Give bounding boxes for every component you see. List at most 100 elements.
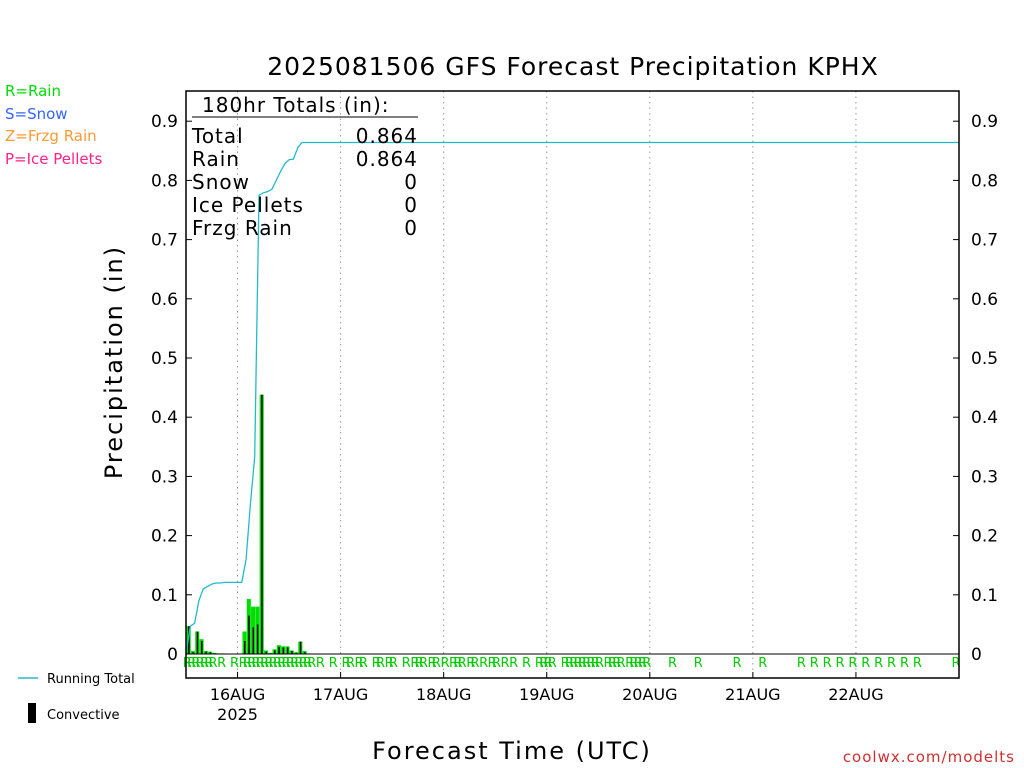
- ptype-marker: R: [376, 656, 385, 671]
- totals-box: 180hr Totals (in): Total 0.864 Rain 0.86…: [191, 93, 418, 240]
- legend-rain: R=Rain: [5, 82, 61, 100]
- x-axis-label: Forecast Time (UTC): [372, 737, 652, 765]
- ptype-marker: R: [243, 656, 252, 671]
- ptype-marker: R: [264, 656, 273, 671]
- ptype-marker: R: [385, 656, 394, 671]
- ptype-marker: R: [591, 656, 600, 671]
- ptype-marker: R: [578, 656, 587, 671]
- ptype-marker: R: [668, 656, 677, 671]
- legend-convective-swatch: [28, 703, 36, 723]
- y-tick-label-left: 0.7: [151, 231, 178, 251]
- ptype-marker: R: [359, 656, 368, 671]
- ptype-marker: R: [625, 656, 634, 671]
- ptype-marker: R: [183, 656, 192, 671]
- legend-snow: S=Snow: [5, 105, 68, 123]
- legend-ice-pellets: P=Ice Pellets: [5, 150, 102, 168]
- ptype-marker: R: [582, 656, 591, 671]
- x-tick-label: 17AUG: [313, 685, 368, 704]
- ptype-marker: R: [217, 656, 226, 671]
- ptype-marker: R: [608, 656, 617, 671]
- y-tick-label-right: 0.6: [971, 290, 998, 310]
- ptype-marker: R: [595, 656, 604, 671]
- convective-bar: [243, 640, 246, 654]
- convective-bar: [291, 651, 293, 654]
- convective-bar: [282, 647, 285, 654]
- ptype-marker: R: [290, 656, 299, 671]
- ptype-marker: R: [299, 656, 308, 671]
- y-tick-label-left: 0.5: [151, 349, 178, 369]
- y-axis-label: Precipitation (in): [100, 245, 128, 479]
- ptype-marker: R: [372, 656, 381, 671]
- ptype-marker: R: [887, 656, 896, 671]
- ptype-marker: R: [951, 656, 960, 671]
- y-tick-label-right: 0.4: [971, 408, 998, 428]
- convective-bar: [304, 652, 306, 654]
- convective-bar: [278, 646, 280, 654]
- ptype-marker: R: [342, 656, 351, 671]
- ptype-marker: R: [617, 656, 626, 671]
- totals-frzg-rain-value: 0: [404, 216, 418, 240]
- ptype-marker: R: [612, 656, 621, 671]
- ptype-marker: R: [488, 656, 497, 671]
- credit-text: coolwx.com/modelts: [843, 748, 1015, 766]
- ptype-marker: R: [247, 656, 256, 671]
- convective-bar: [192, 652, 194, 654]
- ptype-marker: R: [273, 656, 282, 671]
- ptype-marker: R: [209, 656, 218, 671]
- convective-bar: [188, 626, 190, 654]
- chart-title: 2025081506 GFS Forecast Precipitation KP…: [267, 52, 878, 81]
- convective-bar: [252, 627, 255, 654]
- totals-ice-pellets-label: Ice Pellets: [192, 193, 304, 217]
- ptype-marker: R: [415, 656, 424, 671]
- ptype-marker: R: [535, 656, 544, 671]
- ptype-marker: R: [346, 656, 355, 671]
- ptype-marker: R: [548, 656, 557, 671]
- y-tick-label-left: 0.8: [151, 171, 178, 191]
- ptype-marker: R: [239, 656, 248, 671]
- ptype-marker: R: [758, 656, 767, 671]
- ptype-marker: R: [492, 656, 501, 671]
- legend-running-total: Running Total: [47, 672, 135, 687]
- ptype-marker: R: [269, 656, 278, 671]
- ptype-marker: R: [260, 656, 269, 671]
- convective-bar: [201, 640, 203, 654]
- totals-snow-label: Snow: [192, 170, 250, 194]
- ptype-marker: R: [797, 656, 806, 671]
- ptype-marker: R: [458, 656, 467, 671]
- y-tick-label-left: 0.2: [151, 527, 178, 547]
- ptype-marker: R: [470, 656, 479, 671]
- precip-bar: [212, 652, 217, 654]
- ptype-marker: R: [329, 656, 338, 671]
- ptype-marker: R: [574, 656, 583, 671]
- totals-rain-label: Rain: [192, 147, 240, 171]
- ptype-marker: R: [565, 656, 574, 671]
- x-tick-label: 19AUG: [519, 685, 574, 704]
- ptype-marker: R: [200, 656, 209, 671]
- ptype-marker: R: [732, 656, 741, 671]
- ptype-marker: R: [479, 656, 488, 671]
- y-tick-label-right: 0.5: [971, 349, 998, 369]
- ptype-marker: R: [522, 656, 531, 671]
- convective-bar: [248, 615, 250, 654]
- convective-bar: [256, 624, 259, 654]
- y-tick-label-right: 0.3: [971, 467, 998, 487]
- x-tick-label: 18AUG: [416, 685, 471, 704]
- convective-bar: [274, 650, 276, 654]
- ptype-marker: R: [316, 656, 325, 671]
- x-tick-sublabel: 2025: [217, 705, 258, 724]
- ptype-marker: R: [402, 656, 411, 671]
- y-tick-label-left: 0: [167, 645, 178, 665]
- ptype-marker: R: [509, 656, 518, 671]
- ptype-marker: R: [836, 656, 845, 671]
- totals-total-label: Total: [191, 124, 244, 148]
- ptype-marker: R: [848, 656, 857, 671]
- y-tick-label-left: 0.6: [151, 290, 178, 310]
- convective-bar: [299, 641, 302, 654]
- ptype-marker: R: [230, 656, 239, 671]
- convective-bar: [286, 647, 289, 654]
- totals-frzg-rain-label: Frzg Rain: [192, 216, 293, 240]
- ptype-marker: R: [277, 656, 286, 671]
- ptype-marker: R: [355, 656, 364, 671]
- ptype-marker: R: [440, 656, 449, 671]
